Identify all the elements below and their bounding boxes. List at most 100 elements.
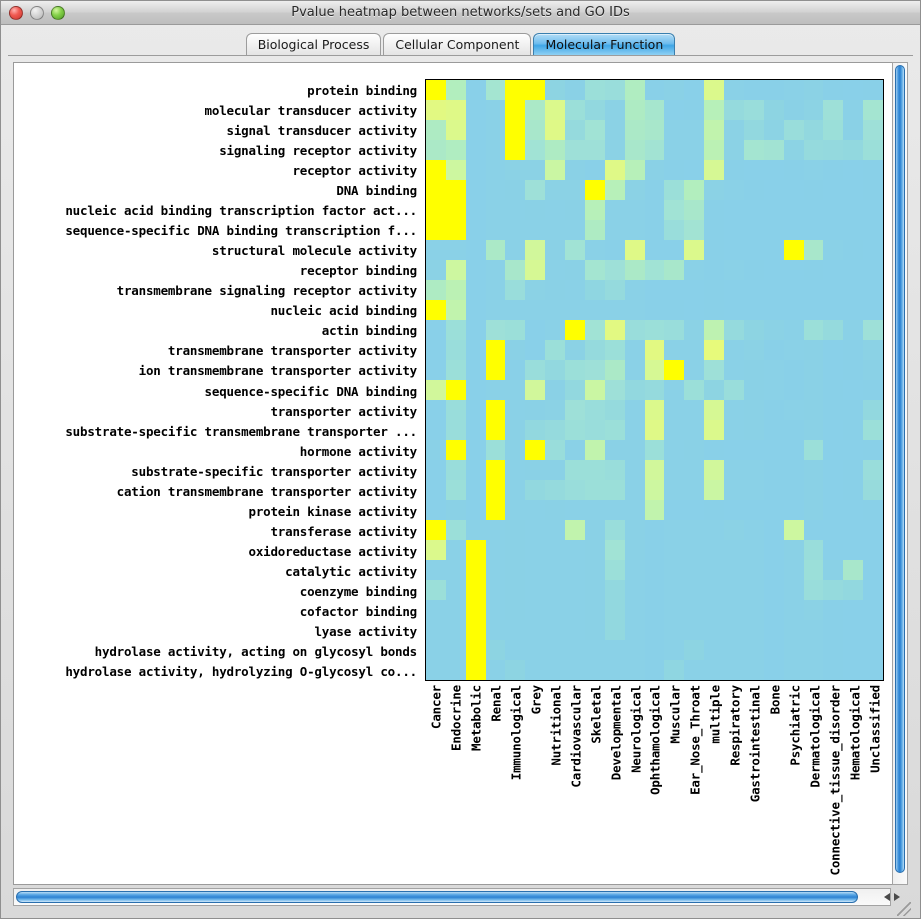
- heatmap-cell[interactable]: [783, 220, 804, 240]
- heatmap-cell[interactable]: [684, 460, 705, 480]
- heatmap-cell[interactable]: [823, 180, 844, 200]
- heatmap-cell[interactable]: [823, 440, 844, 460]
- heatmap-cell[interactable]: [724, 120, 744, 140]
- heatmap-cell[interactable]: [426, 580, 446, 600]
- heatmap-cell[interactable]: [584, 560, 605, 580]
- heatmap-cell[interactable]: [565, 560, 585, 580]
- heatmap-cell[interactable]: [426, 160, 446, 180]
- heatmap-cell[interactable]: [704, 420, 725, 440]
- heatmap-cell[interactable]: [783, 280, 804, 300]
- heatmap-cell[interactable]: [843, 120, 864, 140]
- heatmap-cell[interactable]: [843, 360, 864, 380]
- heatmap-cell[interactable]: [624, 320, 645, 340]
- heatmap-cell[interactable]: [644, 340, 665, 360]
- heatmap-cell[interactable]: [545, 380, 566, 400]
- heatmap-cell[interactable]: [843, 400, 864, 420]
- heatmap-cell[interactable]: [644, 620, 665, 640]
- heatmap-cell[interactable]: [604, 100, 625, 120]
- heatmap-cell[interactable]: [783, 640, 804, 660]
- heatmap-cell[interactable]: [465, 440, 486, 460]
- heatmap-cell[interactable]: [823, 160, 844, 180]
- heatmap-cell[interactable]: [584, 400, 605, 420]
- heatmap-cell[interactable]: [565, 240, 585, 260]
- heatmap-cell[interactable]: [684, 600, 705, 620]
- heatmap-cell[interactable]: [664, 380, 685, 400]
- heatmap-cell[interactable]: [465, 460, 486, 480]
- heatmap-cell[interactable]: [624, 560, 645, 580]
- heatmap-cell[interactable]: [704, 80, 725, 100]
- heatmap-cell[interactable]: [704, 540, 725, 560]
- heatmap-cell[interactable]: [624, 300, 645, 320]
- heatmap-cell[interactable]: [505, 500, 526, 520]
- heatmap-cell[interactable]: [743, 580, 764, 600]
- heatmap-cell[interactable]: [803, 140, 824, 160]
- heatmap-cell[interactable]: [863, 380, 883, 400]
- heatmap-cell[interactable]: [684, 540, 705, 560]
- heatmap-cell[interactable]: [684, 320, 705, 340]
- heatmap-cell[interactable]: [644, 220, 665, 240]
- heatmap-cell[interactable]: [684, 620, 705, 640]
- heatmap-cell[interactable]: [763, 340, 784, 360]
- heatmap-cell[interactable]: [803, 440, 824, 460]
- heatmap-cell[interactable]: [525, 120, 546, 140]
- heatmap-cell[interactable]: [823, 400, 844, 420]
- heatmap-cell[interactable]: [684, 80, 705, 100]
- heatmap-cell[interactable]: [584, 660, 605, 680]
- heatmap-cell[interactable]: [704, 660, 725, 680]
- heatmap-cell[interactable]: [565, 460, 585, 480]
- heatmap-cell[interactable]: [664, 100, 685, 120]
- heatmap-cell[interactable]: [644, 300, 665, 320]
- heatmap-cell[interactable]: [783, 620, 804, 640]
- heatmap-cell[interactable]: [525, 220, 546, 240]
- heatmap-cell[interactable]: [823, 460, 844, 480]
- heatmap-cell[interactable]: [584, 460, 605, 480]
- heatmap-cell[interactable]: [525, 180, 546, 200]
- heatmap-cell[interactable]: [445, 440, 466, 460]
- heatmap-cell[interactable]: [584, 480, 605, 500]
- heatmap-cell[interactable]: [604, 160, 625, 180]
- heatmap-cell[interactable]: [664, 80, 685, 100]
- heatmap-cell[interactable]: [664, 400, 685, 420]
- heatmap-cell[interactable]: [465, 360, 486, 380]
- heatmap-cell[interactable]: [724, 180, 744, 200]
- heatmap-cell[interactable]: [505, 540, 526, 560]
- heatmap-cell[interactable]: [624, 200, 645, 220]
- heatmap-cell[interactable]: [783, 300, 804, 320]
- heatmap-cell[interactable]: [624, 640, 645, 660]
- heatmap-cell[interactable]: [763, 380, 784, 400]
- heatmap-cell[interactable]: [743, 200, 764, 220]
- heatmap-cell[interactable]: [426, 340, 446, 360]
- heatmap-cell[interactable]: [684, 660, 705, 680]
- heatmap-cell[interactable]: [763, 200, 784, 220]
- heatmap-cell[interactable]: [604, 440, 625, 460]
- heatmap-cell[interactable]: [644, 660, 665, 680]
- minimize-button[interactable]: [30, 6, 44, 20]
- heatmap-cell[interactable]: [445, 300, 466, 320]
- heatmap-cell[interactable]: [465, 660, 486, 680]
- heatmap-cell[interactable]: [763, 220, 784, 240]
- heatmap-cell[interactable]: [863, 520, 883, 540]
- heatmap-cell[interactable]: [704, 480, 725, 500]
- heatmap-cell[interactable]: [743, 140, 764, 160]
- heatmap-cell[interactable]: [843, 140, 864, 160]
- heatmap-cell[interactable]: [803, 420, 824, 440]
- heatmap-cell[interactable]: [863, 120, 883, 140]
- heatmap-cell[interactable]: [664, 560, 685, 580]
- heatmap-cell[interactable]: [664, 300, 685, 320]
- horizontal-scrollbar-thumb[interactable]: [16, 891, 858, 903]
- heatmap-cell[interactable]: [485, 520, 506, 540]
- heatmap-cell[interactable]: [485, 640, 506, 660]
- heatmap-cell[interactable]: [525, 460, 546, 480]
- heatmap-cell[interactable]: [743, 280, 764, 300]
- heatmap-cell[interactable]: [763, 500, 784, 520]
- heatmap-cell[interactable]: [724, 520, 744, 540]
- heatmap-cell[interactable]: [823, 660, 844, 680]
- heatmap-cell[interactable]: [684, 360, 705, 380]
- heatmap-cell[interactable]: [823, 240, 844, 260]
- heatmap-cell[interactable]: [863, 580, 883, 600]
- heatmap-cell[interactable]: [505, 600, 526, 620]
- heatmap-cell[interactable]: [604, 560, 625, 580]
- heatmap-cell[interactable]: [624, 160, 645, 180]
- heatmap-cell[interactable]: [465, 260, 486, 280]
- heatmap-cell[interactable]: [525, 500, 546, 520]
